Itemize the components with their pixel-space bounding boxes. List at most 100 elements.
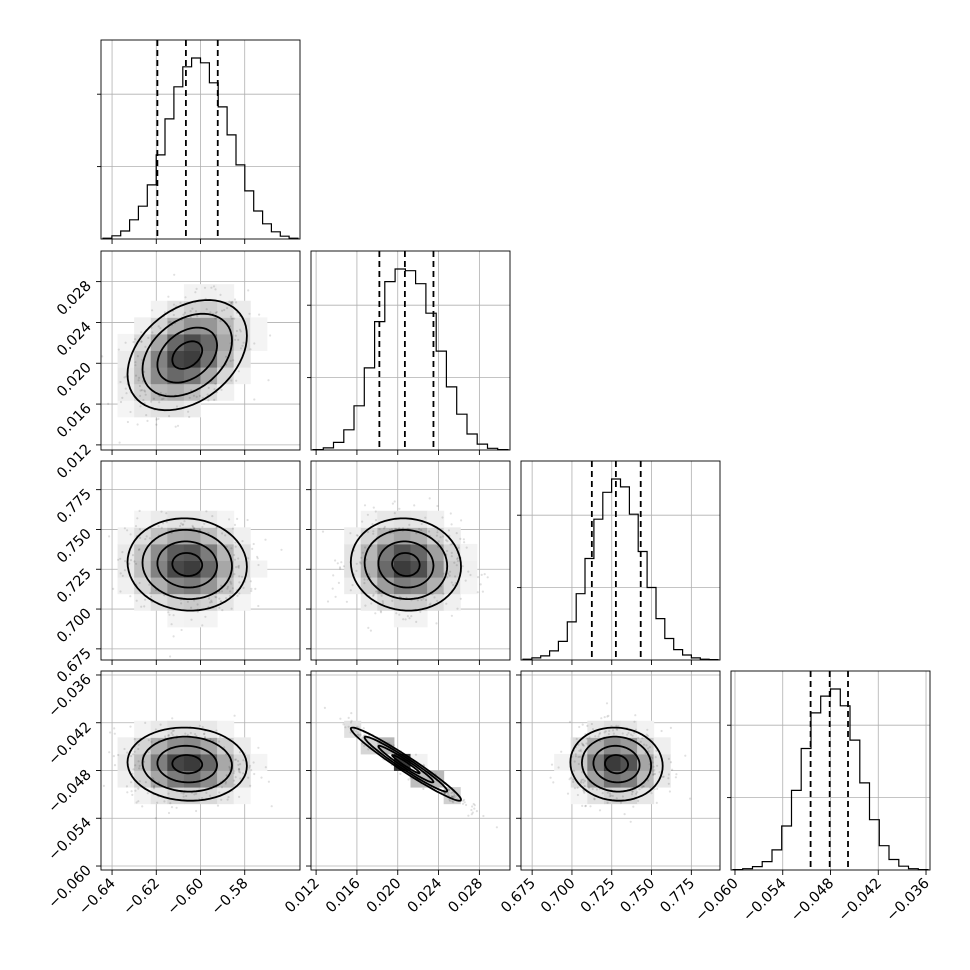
scatter-point: [465, 803, 468, 807]
scatter-point: [420, 598, 423, 602]
scatter-point: [224, 782, 227, 785]
scatter-point: [233, 770, 236, 773]
scatter-point: [203, 732, 206, 735]
density-cell: [167, 350, 185, 368]
scatter-point: [235, 301, 238, 304]
scatter-point: [146, 792, 149, 795]
scatter-point: [238, 751, 242, 754]
scatter-point: [126, 529, 129, 532]
scatter-point: [192, 394, 196, 397]
y-tick-label: 0.028: [54, 278, 95, 319]
scatter-point: [359, 561, 362, 564]
scatter-point: [235, 758, 238, 761]
scatter-point: [143, 605, 146, 608]
scatter-point: [185, 794, 188, 798]
contour-1-0-0: [171, 340, 204, 370]
scatter-point: [388, 528, 391, 532]
scatter-point: [170, 528, 173, 531]
scatter-point: [469, 573, 472, 577]
scatter-point: [345, 600, 348, 603]
scatter-point: [188, 415, 191, 419]
density-cell: [344, 720, 362, 738]
scatter-point: [356, 534, 359, 537]
scatter-point: [372, 593, 375, 596]
scatter-point: [139, 536, 142, 540]
density-cell: [134, 720, 152, 738]
scatter-point: [196, 603, 199, 606]
scatter-point: [410, 615, 413, 618]
y-tick-label: 0.012: [54, 441, 95, 482]
scatter-point: [381, 602, 385, 605]
scatter-point: [144, 721, 147, 725]
scatter-point: [190, 618, 193, 621]
scatter-point: [568, 720, 572, 724]
scatter-point: [347, 725, 350, 728]
scatter-point: [212, 285, 216, 288]
density-cell: [217, 720, 235, 738]
scatter-point: [242, 341, 245, 344]
scatter-point: [237, 338, 240, 341]
scatter-point: [167, 792, 170, 795]
scatter-point: [270, 805, 273, 808]
scatter-point: [170, 623, 173, 626]
density-cell: [150, 367, 168, 385]
scatter-point: [201, 525, 204, 529]
scatter-point: [117, 558, 120, 561]
scatter-point: [461, 802, 465, 805]
scatter-point: [580, 742, 584, 745]
scatter-point: [609, 794, 613, 797]
scatter-point: [224, 780, 228, 784]
scatter-point: [631, 734, 634, 737]
scatter-point: [669, 726, 673, 730]
panel-3-3: −0.060−0.054−0.048−0.042−0.036: [693, 670, 933, 925]
scatter-point: [407, 778, 410, 781]
scatter-point: [652, 770, 655, 773]
scatter-point: [449, 543, 452, 546]
scatter-point: [653, 788, 656, 791]
scatter-point: [264, 538, 267, 541]
scatter-point: [636, 791, 639, 794]
scatter-point: [228, 300, 231, 303]
density-cell: [200, 577, 218, 595]
scatter-point: [223, 746, 226, 749]
density-cell: [134, 770, 152, 788]
scatter-point: [126, 420, 129, 424]
scatter-point: [196, 315, 199, 318]
scatter-point: [647, 750, 650, 753]
scatter-point: [358, 735, 361, 738]
contour-2-1-1: [377, 540, 435, 589]
scatter-point: [585, 737, 588, 740]
density-cell: [250, 753, 268, 771]
scatter-point: [460, 519, 463, 522]
scatter-point: [220, 798, 223, 801]
x-tick-label: −0.60: [165, 876, 208, 919]
density-cell: [410, 510, 428, 528]
scatter-point: [588, 736, 591, 739]
scatter-point: [219, 320, 222, 323]
scatter-point: [361, 520, 364, 523]
scatter-point: [144, 781, 147, 784]
scatter-point: [393, 500, 396, 503]
density-cell: [183, 720, 201, 738]
scatter-point: [453, 561, 456, 564]
scatter-point: [608, 795, 611, 798]
scatter-point: [172, 729, 175, 732]
scatter-point: [449, 570, 452, 573]
scatter-point: [569, 776, 572, 780]
scatter-point: [429, 602, 432, 605]
density-cell: [217, 317, 235, 335]
scatter-point: [165, 512, 168, 515]
scatter-point: [133, 560, 136, 563]
scatter-point: [338, 566, 342, 569]
density-cell: [217, 367, 235, 385]
x-tick-label: 0.020: [364, 876, 405, 917]
scatter-point: [237, 760, 240, 763]
scatter-point: [137, 787, 140, 790]
scatter-point: [419, 610, 422, 614]
scatter-point: [131, 793, 134, 797]
scatter-point: [180, 628, 183, 632]
scatter-point: [215, 729, 218, 732]
scatter-point: [135, 599, 138, 602]
x-tick-label: −0.036: [884, 876, 933, 925]
scatter-point: [207, 532, 210, 535]
